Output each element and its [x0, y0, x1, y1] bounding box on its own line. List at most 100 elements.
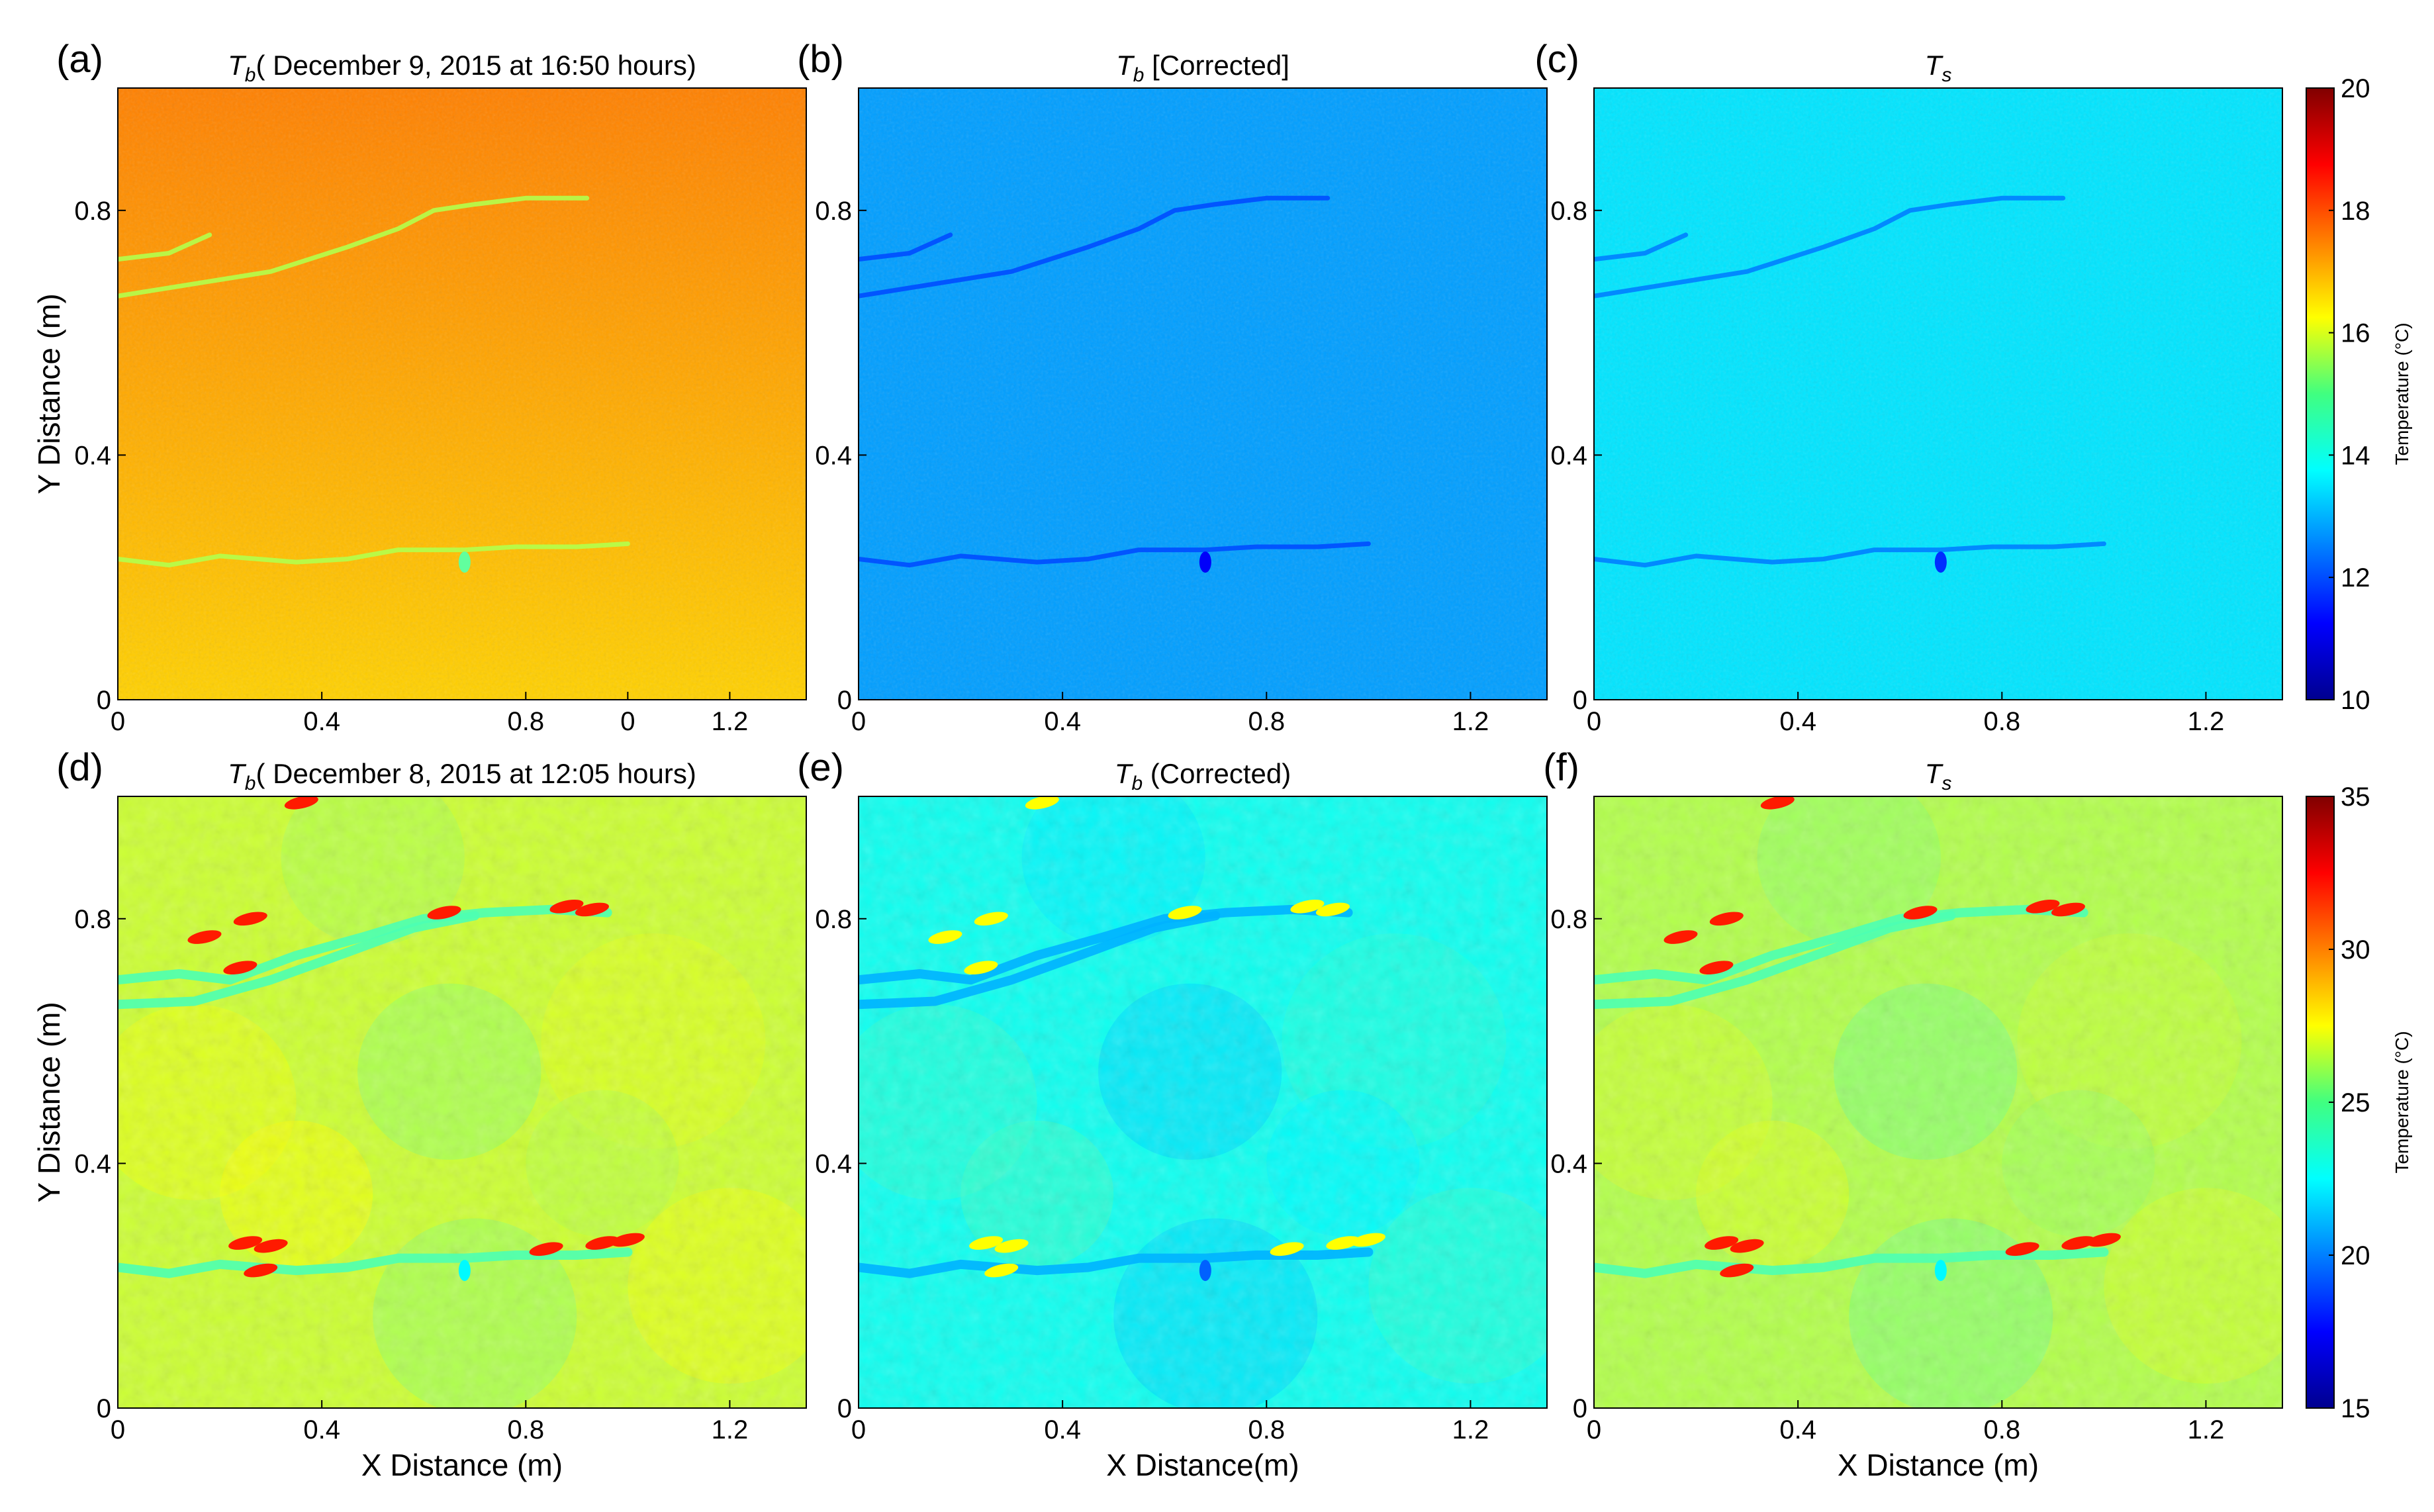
- hot-spot: [1699, 961, 1734, 975]
- hot-spot: [964, 961, 998, 975]
- x-tick-label: 0.4: [1044, 1415, 1081, 1444]
- colorbar-tick-label: 30: [2341, 935, 2370, 965]
- y-tick-label: 0: [97, 1394, 111, 1423]
- x-tick-label: 0.4: [1779, 707, 1816, 736]
- y-tick-label: 0: [97, 686, 111, 715]
- hot-spot: [2051, 902, 2085, 917]
- cold-spot: [1199, 1260, 1211, 1282]
- cold-spot: [1934, 1260, 1947, 1282]
- colorbar-label: Temperature (°C): [2392, 322, 2412, 465]
- colorbar-row1: 10 12 14 16 18 20 Temperature (°C): [2306, 74, 2412, 715]
- y-tick-label: 0.4: [74, 1149, 111, 1178]
- heatmap-c: [1594, 88, 2282, 700]
- panel-title-c: Ts: [1925, 50, 1952, 86]
- heatmap-d: [118, 796, 806, 1408]
- hot-spot: [284, 796, 318, 810]
- axes-box: [1593, 87, 2283, 700]
- x-tick-label: 0.4: [1044, 707, 1081, 736]
- x-tick-label: 0: [851, 707, 866, 736]
- hot-spot: [427, 906, 461, 920]
- crack-feature: [118, 1247, 633, 1278]
- x-tick-label: 1.2: [2188, 707, 2225, 736]
- hot-spot: [2026, 899, 2060, 914]
- panel-c: 0 0.4 0.8 1.2 0 0.4 0.8 (c) Ts: [1534, 38, 2283, 736]
- y-tick-label: 0.8: [1550, 905, 1587, 934]
- y-tick-label: 0: [1573, 686, 1587, 715]
- colorbar-tick-label: 15: [2341, 1394, 2370, 1423]
- x-tick-label: 0.8: [1983, 707, 2020, 736]
- colorbar-row2: 15 20 25 30 35 Temperature (°C): [2306, 782, 2412, 1423]
- crack-feature: [1594, 195, 2066, 299]
- crack-feature: [1594, 904, 2088, 985]
- x-tick-label: 1.2: [2188, 1415, 2225, 1444]
- crack-feature: [118, 541, 630, 568]
- panel-title-f: Ts: [1925, 758, 1952, 794]
- axes-box: [858, 87, 1548, 700]
- colorbar-tick-label: 35: [2341, 782, 2370, 812]
- y-tick-label: 0.4: [815, 441, 852, 470]
- colorbar-tick-label: 16: [2341, 319, 2370, 348]
- crack-feature: [118, 904, 612, 985]
- crack-feature: [859, 1247, 1374, 1278]
- x-axis-label: X Distance (m): [361, 1448, 563, 1482]
- hot-spot: [585, 1236, 620, 1250]
- panel-e: 0 0.4 0.8 1.2 0 0.4 0.8 (e) Tb (Corrected) X Dist…: [797, 746, 1548, 1482]
- hot-spot: [1326, 1236, 1360, 1250]
- x-tick-label: 0.8: [1248, 707, 1285, 736]
- cold-spot: [458, 551, 471, 573]
- y-tick-label: 0.8: [74, 905, 111, 934]
- x-tick-label: 0.4: [303, 707, 340, 736]
- hot-spot: [1351, 1233, 1385, 1247]
- colorbar-tick-label: 18: [2341, 197, 2370, 226]
- x-tick-label: 0: [111, 1415, 125, 1444]
- hot-spot: [529, 1242, 563, 1256]
- heatmap-texture: [118, 88, 806, 700]
- panel-a: 0 0.4 0.8 0 1.2 0 0.4 0.8 (a) Tb( December 9, 201…: [32, 38, 807, 736]
- colorbar-tick-label: 25: [2341, 1088, 2370, 1117]
- hot-spot: [974, 912, 1008, 926]
- y-tick-label: 0.4: [74, 441, 111, 470]
- x-tick-label: 0: [620, 707, 635, 736]
- crack-feature: [859, 911, 1221, 1010]
- hot-spot: [1730, 1239, 1764, 1253]
- x-axis-label: X Distance(m): [1106, 1448, 1299, 1482]
- y-tick-label: 0.8: [1550, 197, 1587, 226]
- y-tick-label: 0.4: [815, 1149, 852, 1178]
- hot-spot: [1663, 930, 1698, 944]
- panel-f: 0 0.4 0.8 1.2 0 0.4 0.8 (f) Ts X Distance (m): [1543, 746, 2283, 1482]
- x-tick-label: 0: [1587, 1415, 1601, 1444]
- panel-label-f: (f): [1543, 746, 1579, 789]
- hot-spot: [1025, 796, 1059, 810]
- heatmap-b: [859, 88, 1547, 700]
- colorbar-tick-label: 12: [2341, 563, 2370, 592]
- hot-spot: [244, 1263, 278, 1278]
- x-tick-label: 0: [851, 1415, 866, 1444]
- x-tick-label: 0.8: [507, 1415, 544, 1444]
- crack-feature: [1594, 911, 1956, 1010]
- hot-spot: [254, 1239, 288, 1253]
- hot-spot: [187, 930, 222, 944]
- colorbar-tick-label: 14: [2341, 441, 2370, 470]
- heatmap-texture: [1594, 796, 2282, 1408]
- panel-label-d: (d): [56, 746, 103, 789]
- hot-spot: [233, 912, 267, 926]
- hot-spot: [994, 1239, 1029, 1253]
- hot-spot: [2061, 1236, 2096, 1250]
- hot-spot: [228, 1236, 263, 1250]
- x-tick-label: 0.8: [1983, 1415, 2020, 1444]
- hot-spot: [1705, 1236, 1739, 1250]
- crack-feature: [1594, 1247, 2109, 1278]
- heatmap-f: [1594, 796, 2282, 1408]
- x-tick-label: 0.4: [303, 1415, 340, 1444]
- heatmap-texture: [859, 88, 1547, 700]
- hot-spot: [1315, 902, 1350, 917]
- hot-spot: [969, 1236, 1004, 1250]
- crack-feature: [859, 195, 1331, 299]
- crack-feature: [118, 232, 212, 262]
- axes-box: [117, 87, 807, 700]
- heatmap-texture: [118, 796, 806, 1408]
- hot-spot: [1709, 912, 1744, 926]
- colorbar-tick-label: 20: [2341, 74, 2370, 103]
- panel-title-d: Tb( December 8, 2015 at 12:05 hours): [228, 758, 696, 794]
